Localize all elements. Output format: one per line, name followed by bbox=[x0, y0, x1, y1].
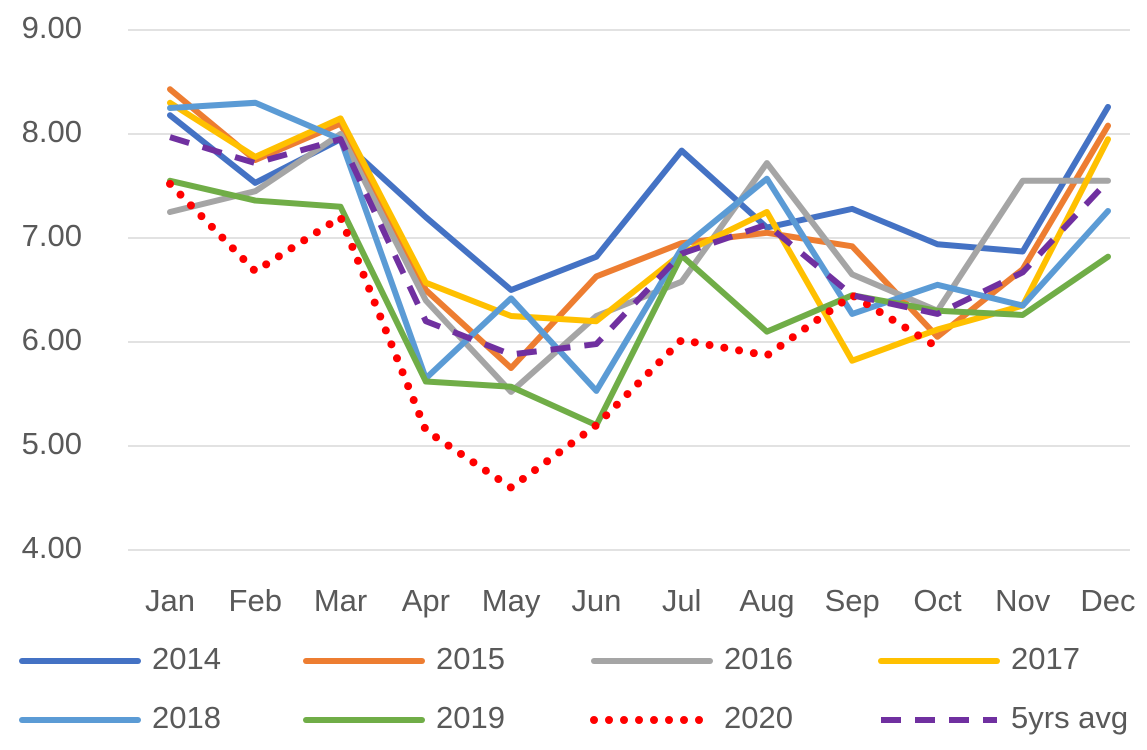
legend-label: 2018 bbox=[152, 700, 221, 735]
y-tick-label: 6.00 bbox=[22, 322, 82, 357]
y-tick-label: 9.00 bbox=[22, 10, 82, 45]
legend-label: 2016 bbox=[724, 641, 793, 676]
series-line bbox=[167, 99, 1111, 394]
x-tick-label: Aug bbox=[739, 583, 794, 618]
x-tick-label: Feb bbox=[229, 583, 282, 618]
x-tick-label: Jul bbox=[662, 583, 702, 618]
legend-label: 2020 bbox=[724, 700, 793, 735]
y-tick-label: 4.00 bbox=[22, 530, 82, 565]
x-tick-label: Sep bbox=[825, 583, 880, 618]
x-tick-label: Oct bbox=[913, 583, 962, 618]
legend-label: 2017 bbox=[1011, 641, 1080, 676]
x-tick-label: Dec bbox=[1080, 583, 1135, 618]
x-tick-label: Mar bbox=[314, 583, 367, 618]
x-tick-label: Jan bbox=[145, 583, 195, 618]
legend-label: 2019 bbox=[436, 700, 505, 735]
legend-label: 2014 bbox=[152, 641, 221, 676]
x-tick-label: May bbox=[482, 583, 541, 618]
series-line bbox=[167, 177, 1111, 429]
series-line bbox=[166, 179, 942, 492]
x-tick-label: Apr bbox=[402, 583, 450, 618]
legend-label: 5yrs avg bbox=[1011, 700, 1128, 735]
y-tick-label: 5.00 bbox=[22, 426, 82, 461]
y-tick-label: 7.00 bbox=[22, 218, 82, 253]
y-tick-label: 8.00 bbox=[22, 114, 82, 149]
x-tick-label: Nov bbox=[995, 583, 1051, 618]
series-line bbox=[169, 134, 1111, 358]
series-line bbox=[167, 99, 1111, 364]
x-tick-label: Jun bbox=[571, 583, 621, 618]
legend-label: 2015 bbox=[436, 641, 505, 676]
